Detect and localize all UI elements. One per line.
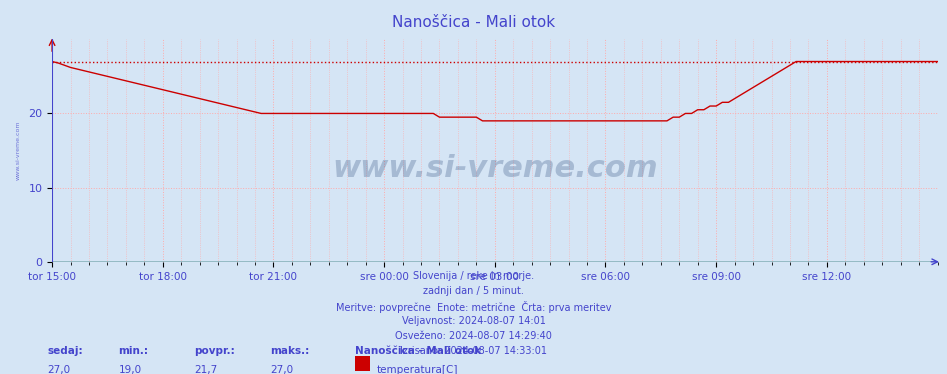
Text: 27,0: 27,0 (47, 365, 70, 374)
Text: povpr.:: povpr.: (194, 346, 235, 356)
Text: temperatura[C]: temperatura[C] (377, 365, 458, 374)
Text: www.si-vreme.com: www.si-vreme.com (16, 121, 21, 180)
Text: zadnji dan / 5 minut.: zadnji dan / 5 minut. (423, 286, 524, 296)
Text: 19,0: 19,0 (118, 365, 141, 374)
Text: www.si-vreme.com: www.si-vreme.com (332, 154, 657, 183)
Text: 27,0: 27,0 (270, 365, 293, 374)
Text: min.:: min.: (118, 346, 149, 356)
Text: maks.:: maks.: (270, 346, 309, 356)
Text: Izrisano: 2024-08-07 14:33:01: Izrisano: 2024-08-07 14:33:01 (400, 346, 547, 356)
Text: Nanoščica - Mali otok: Nanoščica - Mali otok (355, 346, 481, 356)
Text: Nanoščica - Mali otok: Nanoščica - Mali otok (392, 15, 555, 30)
Text: sedaj:: sedaj: (47, 346, 83, 356)
Text: Veljavnost: 2024-08-07 14:01: Veljavnost: 2024-08-07 14:01 (402, 316, 545, 326)
Text: Slovenija / reke in morje.: Slovenija / reke in morje. (413, 271, 534, 281)
Text: Meritve: povprečne  Enote: metrične  Črta: prva meritev: Meritve: povprečne Enote: metrične Črta:… (336, 301, 611, 313)
Text: Osveženo: 2024-08-07 14:29:40: Osveženo: 2024-08-07 14:29:40 (395, 331, 552, 341)
Text: 21,7: 21,7 (194, 365, 218, 374)
